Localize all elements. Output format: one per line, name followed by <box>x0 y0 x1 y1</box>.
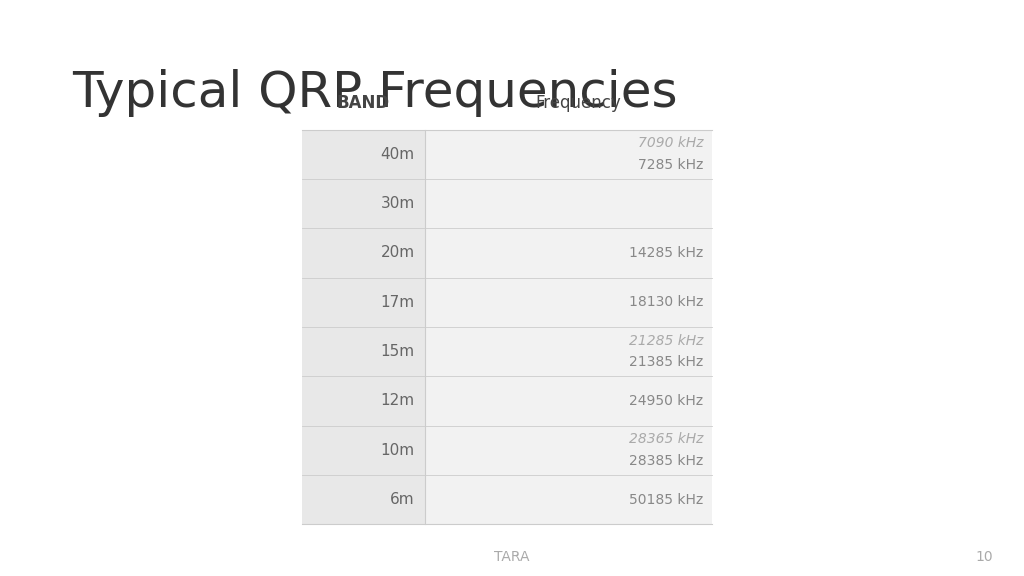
Text: 10m: 10m <box>381 443 415 458</box>
Text: 28385 kHz: 28385 kHz <box>629 454 703 468</box>
Text: 50185 kHz: 50185 kHz <box>629 492 703 506</box>
Text: 10: 10 <box>976 551 993 564</box>
Text: 40m: 40m <box>381 147 415 162</box>
FancyBboxPatch shape <box>302 130 425 524</box>
FancyBboxPatch shape <box>425 130 712 524</box>
Text: 14285 kHz: 14285 kHz <box>629 246 703 260</box>
Text: BAND: BAND <box>337 94 390 112</box>
Text: 6m: 6m <box>390 492 415 507</box>
Text: 15m: 15m <box>381 344 415 359</box>
Text: 7285 kHz: 7285 kHz <box>638 158 703 172</box>
Text: 17m: 17m <box>381 295 415 310</box>
Text: 20m: 20m <box>381 245 415 260</box>
Text: 21285 kHz: 21285 kHz <box>629 334 703 348</box>
Text: 30m: 30m <box>381 196 415 211</box>
Text: TARA: TARA <box>495 551 529 564</box>
Text: 18130 kHz: 18130 kHz <box>629 295 703 309</box>
Text: 12m: 12m <box>381 393 415 408</box>
Text: 21385 kHz: 21385 kHz <box>629 355 703 369</box>
Text: 24950 kHz: 24950 kHz <box>630 394 703 408</box>
Text: 28365 kHz: 28365 kHz <box>629 433 703 446</box>
Text: Typical QRP Frequencies: Typical QRP Frequencies <box>72 69 677 117</box>
Text: Frequency: Frequency <box>536 94 622 112</box>
Text: 7090 kHz: 7090 kHz <box>638 137 703 150</box>
